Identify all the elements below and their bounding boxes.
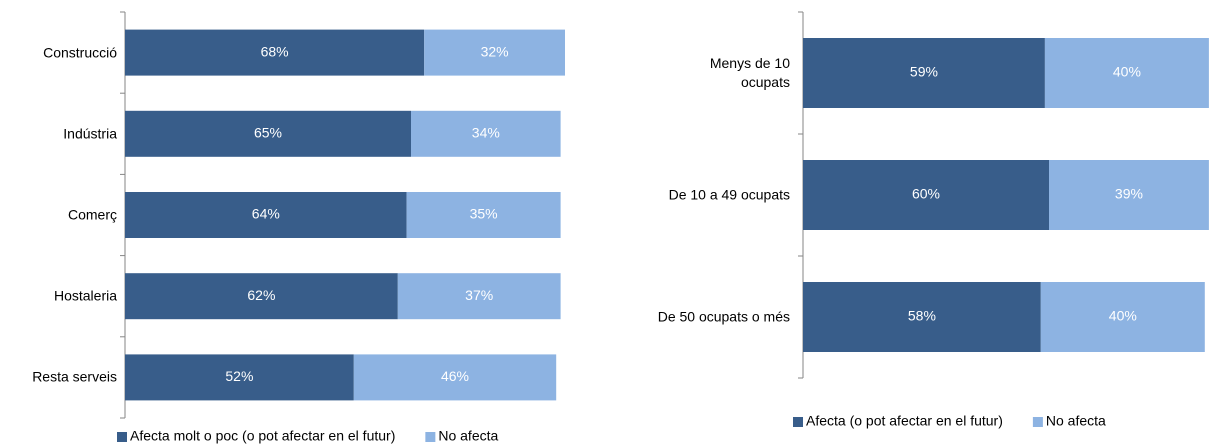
value-label: 32% [481,43,509,59]
legend-swatch [1032,417,1043,427]
category-label: Menys de 10 ocupats [709,55,790,90]
bar-segment [1049,160,1209,230]
bar-segment [125,273,398,320]
bar-segment [353,354,557,401]
value-label: 34% [472,125,500,141]
category-label: Hostaleria [53,287,117,304]
bar-segment [411,110,561,157]
value-label: 64% [252,206,280,222]
value-label: 52% [225,368,253,384]
category-label: Comerç [67,206,117,223]
category-label: Resta serveis [32,368,117,385]
value-label: 40% [1109,308,1137,324]
legend-label: No afecta [438,428,498,444]
legend-label: No afecta [1046,413,1106,429]
bar-segment [424,29,565,76]
bar-segment [406,192,561,238]
bar-segment [125,192,407,238]
category-label: De 50 ocupats o més [657,308,790,325]
legend-label: Afecta molt o poc (o pot afectar en el f… [130,428,395,444]
bar-segment [397,273,561,320]
bar-segment [125,29,425,76]
category-label: Construcció [43,44,117,61]
bar-segment [1040,282,1205,352]
bar-segment [803,38,1045,108]
value-label: 58% [908,308,936,324]
legend-swatch [425,432,436,442]
value-label: 40% [1113,64,1141,80]
value-label: 62% [247,287,275,303]
category-label: Indústria [63,125,117,142]
bar-segment [803,282,1041,352]
value-label: 46% [441,368,469,384]
value-label: 37% [465,287,493,303]
value-label: 59% [910,64,938,80]
bar-segment [125,110,411,157]
value-label: 68% [261,43,289,59]
value-label: 60% [912,186,940,202]
legend-label: Afecta (o pot afectar en el futur) [806,413,1003,429]
value-label: 39% [1115,186,1143,202]
bar-segment [803,160,1049,230]
value-label: 65% [254,125,282,141]
category-label: De 10 a 49 ocupats [668,186,790,203]
bar-segment [1044,38,1209,108]
value-label: 35% [470,206,498,222]
legend-swatch [117,432,127,442]
legend-swatch [793,417,803,427]
bar-segment [125,354,354,401]
